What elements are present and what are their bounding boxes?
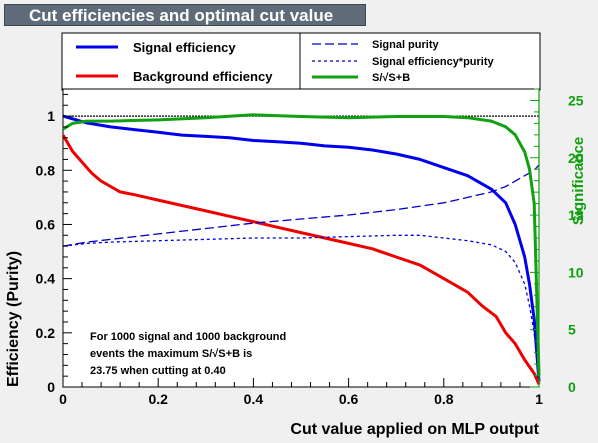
series-line-0 bbox=[62, 114, 541, 382]
y2-tick-label: 25 bbox=[568, 92, 584, 108]
legend-box-right bbox=[299, 32, 541, 91]
legend-label-4: S/√S+B bbox=[372, 72, 410, 84]
chart-title-box: Cut efficiencies and optimal cut value bbox=[4, 4, 366, 26]
y2-axis-label: Significance bbox=[570, 137, 587, 225]
x-tick-label: 0.8 bbox=[434, 391, 454, 407]
y-tick-label: 1 bbox=[47, 108, 55, 124]
x-tick-label: 0.4 bbox=[244, 391, 264, 407]
annotation-line-0: For 1000 signal and 1000 background bbox=[90, 331, 286, 343]
chart-title: Cut efficiencies and optimal cut value bbox=[29, 6, 334, 25]
y-tick-label: 0.4 bbox=[36, 271, 56, 287]
y-axis-label: Efficiency (Purity) bbox=[5, 251, 22, 387]
x-tick-label: 0 bbox=[59, 391, 67, 407]
series-line-2 bbox=[62, 164, 540, 247]
annotation-line-2: 23.75 when cutting at 0.40 bbox=[90, 365, 226, 377]
series-line-1 bbox=[61, 134, 541, 385]
y2-tick-label: 20 bbox=[568, 150, 584, 166]
x-tick-label: 0.2 bbox=[148, 391, 168, 407]
y2-tick-label: 5 bbox=[568, 322, 576, 338]
y2-tick-label: 15 bbox=[568, 207, 584, 223]
legend-label-1: Background efficiency bbox=[133, 69, 273, 84]
legend-box-left bbox=[61, 32, 301, 91]
y-tick-label: 0 bbox=[47, 379, 55, 395]
y2-tick-label: 0 bbox=[568, 379, 576, 395]
legend-label-3: Signal efficiency*purity bbox=[372, 56, 495, 68]
y2-tick-label: 10 bbox=[568, 264, 584, 280]
annotation-line-1: events the maximum S/√S+B is bbox=[90, 348, 252, 360]
y-tick-label: 0.2 bbox=[36, 325, 56, 341]
legend-label-0: Signal efficiency bbox=[133, 40, 236, 55]
x-tick-label: 1 bbox=[535, 391, 543, 407]
x-axis-label: Cut value applied on MLP output bbox=[290, 421, 539, 438]
y-tick-label: 0.8 bbox=[36, 162, 56, 178]
plot-frame bbox=[62, 88, 540, 388]
x-tick-label: 0.6 bbox=[339, 391, 359, 407]
legend-label-2: Signal purity bbox=[372, 39, 440, 51]
series-line-4 bbox=[62, 113, 541, 376]
y-tick-label: 0.6 bbox=[36, 216, 56, 232]
